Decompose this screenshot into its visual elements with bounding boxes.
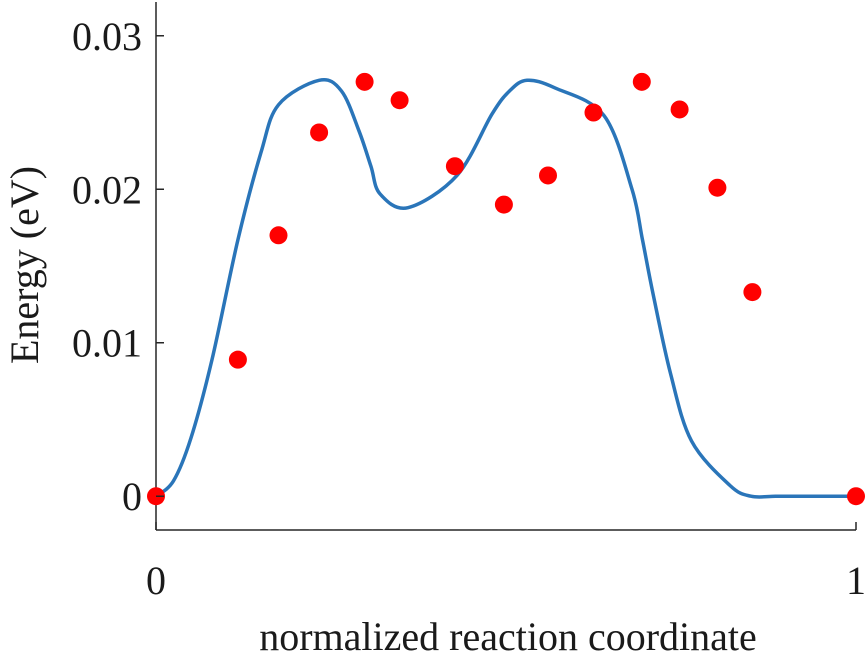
y-tick-label: 0.01	[72, 321, 142, 366]
image-point-marker	[847, 487, 865, 506]
image-point-marker	[355, 72, 374, 91]
image-point-marker	[445, 157, 464, 176]
x-axis-label: normalized reaction coordinate	[259, 614, 757, 657]
y-tick-label: 0.02	[72, 167, 142, 212]
y-tick-label: 0	[122, 474, 142, 519]
image-point-marker	[494, 195, 513, 214]
plot-area	[147, 2, 865, 531]
image-point-marker	[310, 123, 329, 142]
image-point-marker	[269, 226, 288, 245]
x-tick-label: 0	[146, 558, 166, 603]
y-tick-label: 0.03	[72, 14, 142, 59]
image-point-marker	[708, 178, 727, 197]
image-point-marker	[743, 283, 762, 302]
image-point-marker	[228, 350, 247, 369]
image-point-marker	[390, 91, 409, 110]
y-axis-ticks: 0 0.01 0.02 0.03	[72, 14, 164, 519]
y-axis-label: Energy (eV)	[2, 166, 47, 364]
image-point-marker	[632, 72, 651, 91]
energy-curve	[154, 77, 856, 499]
image-point-marker	[584, 103, 603, 122]
x-tick-label: 1	[846, 558, 866, 603]
image-point-marker	[670, 100, 689, 119]
image-point-marker	[539, 166, 557, 185]
